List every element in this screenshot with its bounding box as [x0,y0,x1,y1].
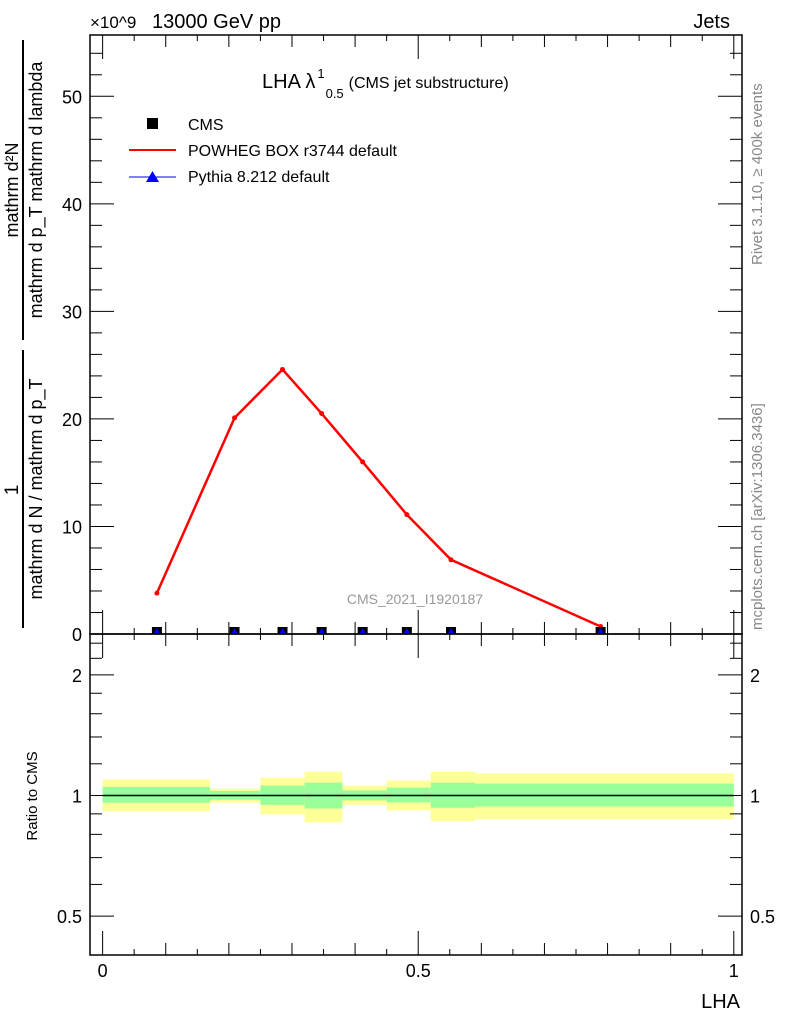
ratio-ylabel: Ratio to CMS [24,751,41,840]
scale-exponent: ×10^9 [90,13,136,32]
ratio-y-tick-label-right: 1 [750,787,760,807]
y-axis-label: 1 mathrm d N / mathrm d p_T mathrm d²N m… [2,40,47,628]
legend: CMS POWHEG BOX r3744 default Pythia 8.21… [129,117,398,186]
x-tick-label: 1 [729,961,739,981]
mcplots-label: mcplots.cern.ch [arXiv:1306.3436] [749,403,766,630]
pythia-point [231,628,238,633]
ylabel-num1: 1 [2,485,23,496]
legend-powheg: POWHEG BOX r3744 default [188,143,398,160]
process-label: Jets [693,11,730,33]
powheg-point [280,366,286,372]
ratio-y-tick-label: 1 [72,787,82,807]
powheg-point [319,411,325,417]
pythia-point [153,628,160,633]
x-axis-label: LHA [701,991,741,1013]
pythia-point [318,628,325,633]
analysis-watermark: CMS_2021_I1920187 [347,591,483,607]
legend-pythia: Pythia 8.212 default [188,169,330,186]
legend-cms: CMS [188,117,224,134]
y-tick-label: 20 [62,410,82,430]
y-tick-label: 50 [62,87,82,107]
powheg-point [404,512,410,518]
powheg-point [154,590,160,596]
title-sup: 1 [317,66,324,81]
pythia-point [403,628,410,633]
powheg-line [155,367,602,628]
powheg-point [448,557,454,563]
ylabel-den2: mathrm d p_T mathrm d lambda [26,61,47,319]
svg-text:LHA λ10.5(CMS jet substructure: LHA λ 10.5 (CMS jet substructure) [262,66,509,101]
pythia-point [597,628,604,633]
x-tick-label: 0 [98,961,108,981]
ylabel-den1: mathrm d N / mathrm d p_T [26,378,47,599]
plot-title: LHA λ 10.5 (CMS jet substructure) [262,66,509,101]
ratio-y-tick-label: 0.5 [57,907,82,927]
rivet-label: Rivet 3.1.10, ≥ 400k events [749,83,766,265]
ratio-y-tick-label-right: 0.5 [750,907,775,927]
energy-label: 13000 GeV pp [152,11,281,33]
y-tick-label: 30 [62,302,82,322]
pythia-point [448,628,455,633]
ratio-y-tick-label-right: 2 [750,666,760,686]
title-sub: 0.5 [326,86,344,101]
x-tick-label: 0.5 [406,961,431,981]
title-text: LHA λ [262,71,315,93]
y-tick-label: 10 [62,517,82,537]
powheg-point [232,415,238,421]
y-tick-label: 40 [62,195,82,215]
legend-pythia-marker [146,171,159,182]
ratio-y-tick-label: 2 [72,666,82,686]
ylabel-num2: mathrm d²N [2,142,22,237]
powheg-point [360,459,366,465]
legend-cms-marker [147,118,158,129]
pythia-point [359,628,366,633]
title-suffix: (CMS jet substructure) [349,75,509,92]
pythia-point [279,628,286,633]
ratio-frame [89,633,743,956]
y-tick-label: 0 [72,625,82,645]
